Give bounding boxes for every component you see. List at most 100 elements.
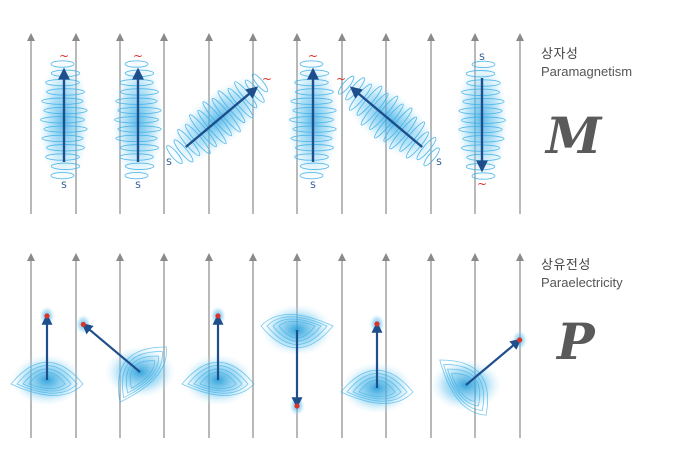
spin-ring (292, 125, 337, 133)
cloud-shell (199, 371, 237, 390)
magnetic-field-line-arrowhead-7 (293, 33, 301, 41)
charge-dot (80, 321, 86, 328)
north-marker: ~ (308, 49, 318, 63)
spin-ring (299, 60, 324, 68)
magnetic-field-line-arrowhead-5 (205, 33, 213, 41)
magnetic-field-line-arrowhead-2 (72, 33, 80, 41)
electric-field-line-arrowhead-7 (293, 253, 301, 261)
north-marker: ~ (59, 49, 69, 63)
electric-field-line-arrowhead-10 (427, 253, 435, 261)
cloud-shell (187, 365, 249, 394)
cloud-shell (352, 376, 402, 400)
electric-field-line-arrowhead-3 (116, 253, 124, 261)
spin-ring (461, 144, 500, 152)
magnetic-field-line-arrowhead-1 (27, 33, 35, 41)
magnetic-field-line-arrowhead-11 (471, 33, 479, 41)
magnetic-dipole-5 (337, 75, 441, 167)
spin-ring (46, 144, 85, 152)
spin-ring (290, 97, 333, 105)
electric-dipole-3 (181, 306, 255, 406)
spin-ring (119, 153, 154, 161)
spin-ring (356, 85, 383, 116)
spin-ring (462, 135, 505, 143)
electric-dipoles (10, 304, 528, 416)
spin-ring (189, 114, 217, 148)
electric-dipole-1 (10, 306, 84, 406)
spin-ring (166, 145, 183, 165)
electric-field-line-arrowhead-5 (205, 253, 213, 261)
spin-ring (50, 171, 75, 180)
spin-ring (45, 153, 80, 161)
spin-ring (461, 116, 506, 124)
spin-ring (124, 162, 155, 170)
spin-ring (299, 162, 330, 170)
electric-dipole-6 (430, 330, 528, 416)
cloud-shell (193, 368, 243, 392)
spin-ring (41, 97, 84, 105)
cloud-shell (439, 359, 488, 416)
spin-ring (289, 116, 334, 124)
north-marker: ~ (262, 72, 272, 86)
spin-ring (43, 125, 88, 133)
spin-ring (369, 95, 399, 130)
spin-ring (120, 88, 159, 96)
spin-ring (115, 134, 158, 143)
magnetic-field-line-arrowhead-4 (160, 33, 168, 41)
electric-dipole-4 (260, 304, 334, 416)
spin-ring (124, 171, 149, 180)
electric-field-line-arrowhead-9 (382, 253, 390, 261)
polarization-arrow (81, 323, 141, 373)
electric-dipole-5 (340, 314, 414, 414)
magnetic-field-line-arrowhead-3 (116, 33, 124, 41)
north-marker: ~ (477, 177, 487, 191)
spin-ring (374, 103, 404, 139)
cloud-shell (129, 360, 156, 389)
spin-ring (294, 153, 329, 161)
magnetic-dipole-3 (166, 73, 269, 165)
spin-ring (46, 88, 85, 96)
spin-ring (114, 116, 159, 124)
electric-field-line-arrowhead-4 (160, 253, 168, 261)
spin-ring (471, 172, 496, 180)
paraelectricity-title-korean: 상유전성 (541, 258, 591, 273)
spin-ring (337, 75, 355, 95)
cloud-shell (122, 351, 163, 399)
spin-ring (423, 147, 440, 167)
spin-ring (461, 88, 500, 96)
spin-ring (50, 162, 81, 170)
magnetic-dipole-2 (112, 58, 164, 182)
spin-ring (299, 171, 324, 180)
electric-field-line-arrowhead-11 (471, 253, 479, 261)
magnetic-field-line-arrowhead-9 (382, 33, 390, 41)
south-marker: S (166, 158, 172, 168)
cloud-shell (118, 346, 167, 403)
spin-ring (462, 97, 505, 106)
electric-dipole-2 (75, 314, 176, 403)
magnetic-field-line-arrowhead-8 (338, 33, 346, 41)
spin-ring (43, 106, 88, 115)
spin-ring (50, 60, 75, 68)
spin-ring (295, 144, 334, 152)
magnetic-field-line-arrowhead-6 (249, 33, 257, 41)
cloud-shell (22, 368, 72, 392)
spin-ring (295, 88, 334, 96)
electric-field-line-arrowhead-12 (516, 253, 524, 261)
charge-dot (44, 313, 50, 319)
spin-ring (383, 107, 413, 142)
spin-ring (173, 139, 194, 163)
polarization-symbol: P (557, 312, 595, 371)
spin-ring (124, 60, 149, 68)
north-marker: ~ (336, 72, 346, 86)
spin-ring (416, 137, 437, 161)
magnetic-dipoles: ~ S ~ S ~ S ~ S ~ S ~ S (38, 49, 508, 191)
magnetization-symbol: M (546, 106, 602, 165)
field-lines-electric (27, 253, 524, 438)
cloud-shell (278, 320, 316, 339)
spin-ring (466, 79, 501, 87)
electric-field-line-arrowhead-1 (27, 253, 35, 261)
spin-ring (202, 101, 232, 137)
spin-ring (177, 129, 201, 157)
paramagnetism-title-english: Paramagnetism (541, 64, 633, 79)
cloud-shell (340, 369, 414, 404)
